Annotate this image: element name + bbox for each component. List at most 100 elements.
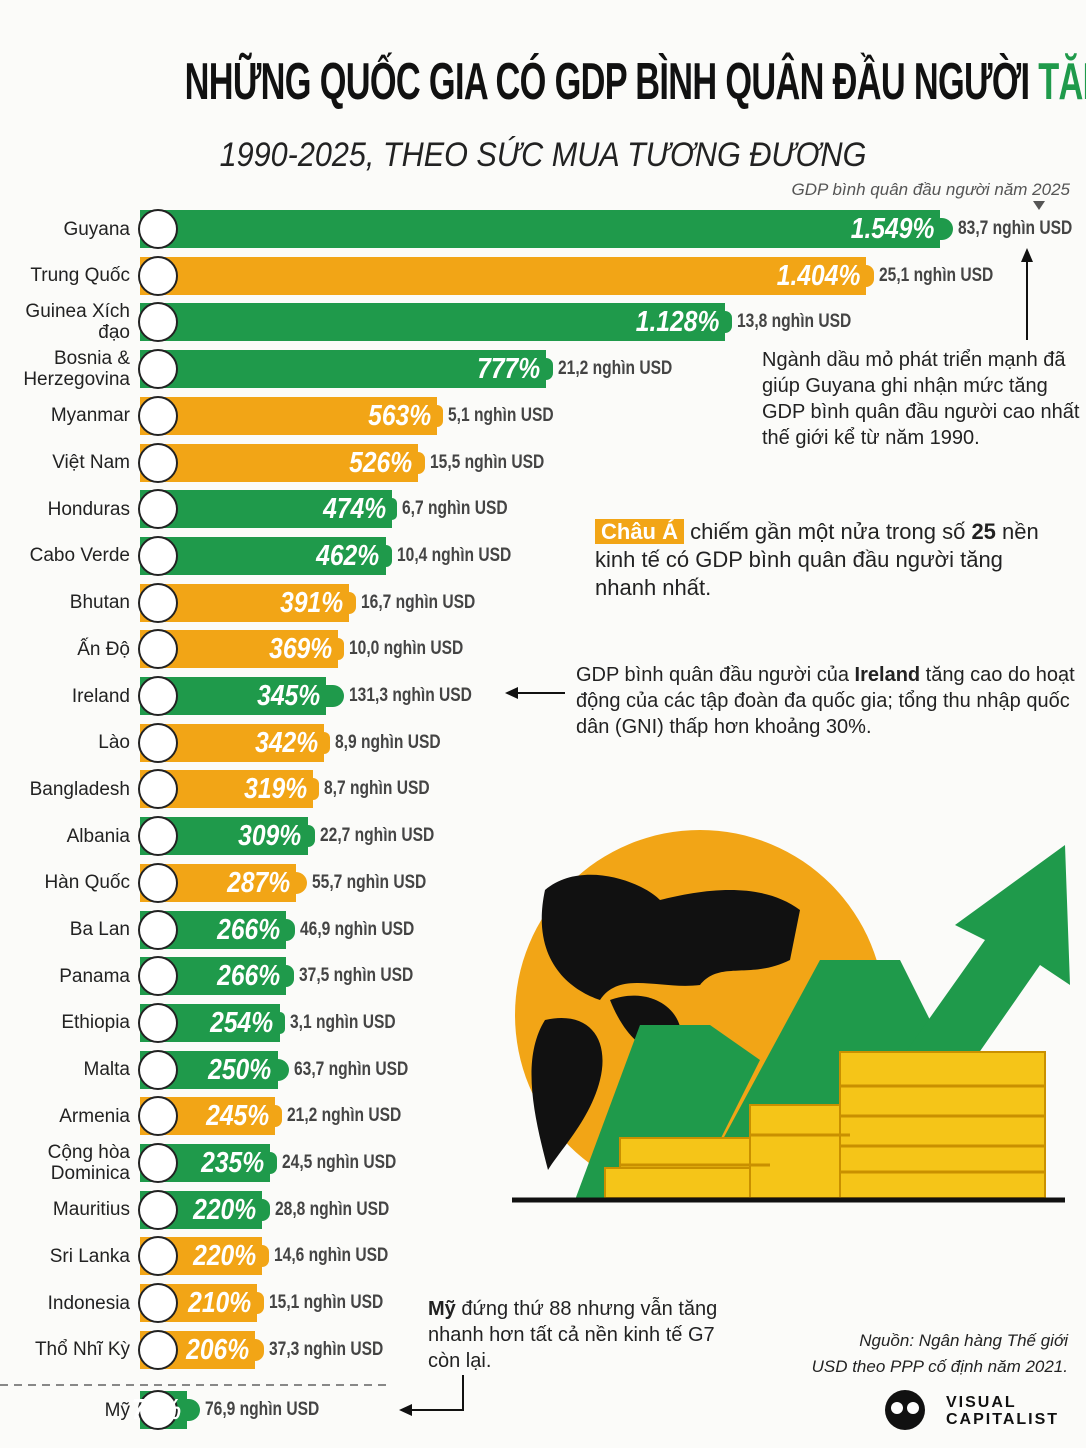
value-label: 245% [205, 1100, 269, 1133]
category-label: Panama [59, 965, 130, 987]
gdp-marker [255, 1338, 264, 1361]
category-label: Ấn Độ [77, 638, 130, 660]
value-label: 526% [349, 446, 413, 479]
gdp-marker [391, 498, 398, 521]
category-label: Bosnia & Herzegovina [23, 348, 130, 391]
chart-title: NHỮNG QUỐC GIA CÓ GDP BÌNH QUÂN ĐẦU NGƯỜ… [185, 52, 1086, 112]
gdp-label: 14,6 nghìn USD [273, 1245, 388, 1267]
gdp-marker [262, 1245, 269, 1268]
gdp-label: 55,7 nghìn USD [311, 871, 427, 893]
category-label: Sri Lanka [49, 1245, 130, 1267]
value-label: 391% [280, 586, 344, 619]
bar [140, 536, 386, 575]
gdp-marker [338, 638, 345, 661]
legend-pointer [1033, 201, 1045, 210]
flag [138, 1390, 178, 1430]
source-line: USD theo PPP cố định năm 2021. [811, 1357, 1068, 1376]
gdp-marker [277, 1058, 289, 1081]
gdp-marker [296, 871, 307, 894]
text: nền kinh tế có GDP bình quân đầu người t… [595, 519, 1039, 600]
arrow-head [900, 845, 1070, 1080]
flag [138, 1002, 178, 1043]
value-label: 1.128% [635, 306, 720, 339]
value-label: 287% [227, 866, 291, 899]
gdp-marker [187, 1399, 200, 1421]
category-label: Ireland [71, 685, 130, 707]
text: GDP bình quân đầu người của [576, 664, 855, 686]
logo-line: VISUAL [946, 1394, 1017, 1411]
category-label: Armenia [59, 1105, 130, 1127]
category-label: Honduras [47, 498, 130, 520]
gdp-marker [279, 1011, 285, 1034]
gdp-label: 76,9 nghìn USD [204, 1399, 320, 1420]
note-arrow-head [1021, 248, 1033, 262]
value-label: 474% [322, 493, 386, 526]
category-label: Cộng hòa Dominica [47, 1142, 130, 1184]
flag [138, 395, 178, 436]
text: đứng thứ 88 nhưng vẫn tăng nhanh hơn tất… [428, 1298, 718, 1372]
value-label: 563% [368, 399, 432, 432]
flag [138, 1143, 178, 1183]
value-label: 777% [477, 353, 541, 386]
flag [138, 816, 178, 857]
highlight: Châu Á [595, 519, 684, 544]
value-label: 206% [186, 1333, 250, 1366]
gdp-marker [285, 965, 295, 988]
bar [140, 303, 726, 342]
gdp-label: 24,5 nghìn USD [282, 1152, 397, 1173]
gdp-label: 8,9 nghìn USD [335, 731, 441, 753]
gdp-marker [285, 918, 296, 941]
gdp-label: 131,3 nghìn USD [349, 685, 473, 706]
value-label: 319% [243, 773, 307, 806]
gdp-label: 22,7 nghìn USD [319, 825, 435, 847]
category-label: Cabo Verde [29, 545, 130, 567]
usa-note: Mỹ đứng thứ 88 nhưng vẫn tăng nhanh hơn … [428, 1296, 748, 1374]
flag [138, 956, 178, 997]
gdp-marker [349, 591, 357, 614]
category-label: Albania [66, 825, 130, 847]
gdp-marker [940, 218, 954, 240]
value-label: 1.549% [850, 213, 934, 245]
flag [138, 676, 178, 716]
flag [138, 489, 178, 530]
ireland-note: GDP bình quân đầu người của Ireland tăng… [576, 662, 1076, 740]
gdp-label: 15,5 nghìn USD [429, 451, 545, 473]
gdp-label: 15,1 nghìn USD [268, 1292, 383, 1314]
gdp-marker [325, 685, 345, 707]
category-label: Bhutan [69, 592, 130, 614]
continent [531, 1018, 603, 1170]
bar [140, 490, 392, 529]
category-label: Mỹ [104, 1399, 130, 1421]
gdp-marker [324, 731, 331, 754]
gdp-label: 5,1 nghìn USD [447, 404, 554, 426]
gdp-label: 13,8 nghìn USD [736, 311, 851, 333]
gdp-marker [269, 1152, 278, 1174]
bar [140, 350, 547, 389]
text: tăng cao do hoạt động của các tập đoàn đ… [576, 664, 1075, 738]
bar [140, 443, 419, 482]
gdp-label: 8,7 nghìn USD [323, 778, 430, 800]
category-label: Việt Nam [52, 452, 130, 473]
category-label: Thổ Nhĩ Kỳ [34, 1339, 130, 1361]
note-arrow [410, 1375, 464, 1411]
bar [140, 256, 867, 295]
gdp-marker [307, 825, 315, 848]
bold: Ireland [854, 664, 921, 686]
source-line: Nguồn: Ngân hàng Thế giới [859, 1331, 1068, 1350]
bold: Mỹ [428, 1298, 456, 1320]
value-label: 220% [193, 1193, 257, 1226]
gdp-marker [418, 451, 425, 474]
value-label: 462% [316, 539, 380, 572]
gdp-label: 16,7 nghìn USD [361, 591, 476, 613]
source: Nguồn: Ngân hàng Thế giới USD theo PPP cố… [812, 1328, 1068, 1380]
flag [138, 349, 178, 390]
flag [138, 769, 178, 810]
logo: VISUAL CAPITALIST [946, 1394, 1059, 1428]
gdp-label: 28,8 nghìn USD [275, 1198, 390, 1220]
gdp-label: 63,7 nghìn USD [293, 1058, 409, 1080]
subtitle: 1990-2025, THEO SỨC MUA TƯƠNG ĐƯƠNG [219, 136, 867, 174]
category-label: Guyana [63, 218, 130, 240]
category-label: Guinea Xích đạo [25, 301, 130, 344]
gdp-marker [312, 778, 319, 801]
category-label: Myanmar [50, 405, 130, 427]
